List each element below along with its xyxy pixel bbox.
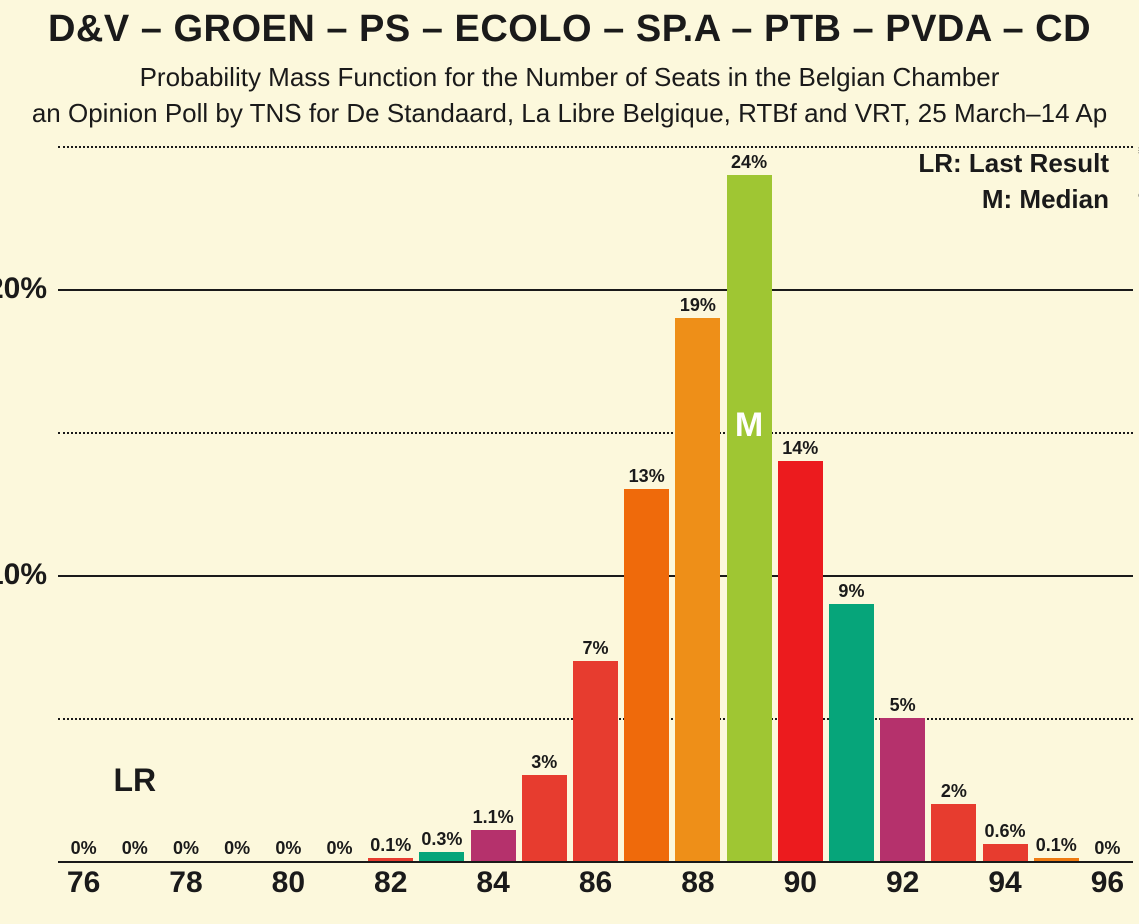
bar-value-label: 13%	[629, 466, 665, 487]
x-tick-label: 96	[1091, 866, 1124, 900]
bar-value-label: 0%	[224, 838, 250, 859]
bar-value-label: 5%	[890, 695, 916, 716]
bar	[675, 318, 720, 861]
bar-value-label: 9%	[838, 581, 864, 602]
gridline	[58, 289, 1133, 291]
bar-value-label: 0.1%	[1036, 835, 1077, 856]
bar	[624, 489, 669, 861]
gridline	[58, 861, 1133, 863]
chart-subtitle-2: an Opinion Poll by TNS for De Standaard,…	[0, 98, 1139, 129]
gridline	[58, 432, 1133, 434]
x-tick-label: 92	[886, 866, 919, 900]
bar	[880, 718, 925, 861]
bar-value-label: 0%	[1094, 838, 1120, 859]
bar-value-label: 1.1%	[473, 807, 514, 828]
bar	[573, 661, 618, 861]
bar-value-label: 24%	[731, 152, 767, 173]
bar-value-label: 0%	[327, 838, 353, 859]
bar-value-label: 2%	[941, 781, 967, 802]
x-tick-label: 88	[681, 866, 714, 900]
y-tick-label: 10%	[0, 558, 47, 592]
bar-value-label: 14%	[782, 438, 818, 459]
median-marker: M	[735, 406, 763, 445]
bar-value-label: 0.3%	[421, 829, 462, 850]
bar-value-label: 7%	[582, 638, 608, 659]
last-result-marker: LR	[113, 762, 156, 799]
bar-value-label: 0%	[275, 838, 301, 859]
chart-title-main: D&V – GROEN – PS – ECOLO – SP.A – PTB – …	[0, 8, 1139, 51]
x-tick-label: 76	[67, 866, 100, 900]
bar-value-label: 3%	[531, 752, 557, 773]
x-tick-label: 80	[272, 866, 305, 900]
x-tick-label: 84	[476, 866, 509, 900]
bar	[983, 844, 1028, 861]
x-tick-label: 82	[374, 866, 407, 900]
bar	[471, 830, 516, 861]
bar-value-label: 0.1%	[370, 835, 411, 856]
gridline	[58, 146, 1133, 148]
bar	[829, 604, 874, 861]
bar-value-label: 0%	[71, 838, 97, 859]
bar	[368, 858, 413, 861]
bar-value-label: 0%	[173, 838, 199, 859]
gridline	[58, 575, 1133, 577]
bar	[522, 775, 567, 861]
bar-value-label: 19%	[680, 295, 716, 316]
bar-value-label: 0%	[122, 838, 148, 859]
bar	[1034, 858, 1079, 861]
x-tick-label: 86	[579, 866, 612, 900]
chart-plot-area: 10%20%0%0%0%0%0%0%0.1%0.3%1.1%3%7%13%19%…	[58, 146, 1133, 861]
bar	[931, 804, 976, 861]
x-tick-label: 78	[169, 866, 202, 900]
x-tick-label: 90	[784, 866, 817, 900]
bar	[727, 175, 772, 861]
bar	[778, 461, 823, 861]
y-tick-label: 20%	[0, 272, 47, 306]
bar-value-label: 0.6%	[985, 821, 1026, 842]
x-tick-label: 94	[988, 866, 1021, 900]
chart-subtitle-1: Probability Mass Function for the Number…	[0, 62, 1139, 93]
bar	[419, 852, 464, 861]
